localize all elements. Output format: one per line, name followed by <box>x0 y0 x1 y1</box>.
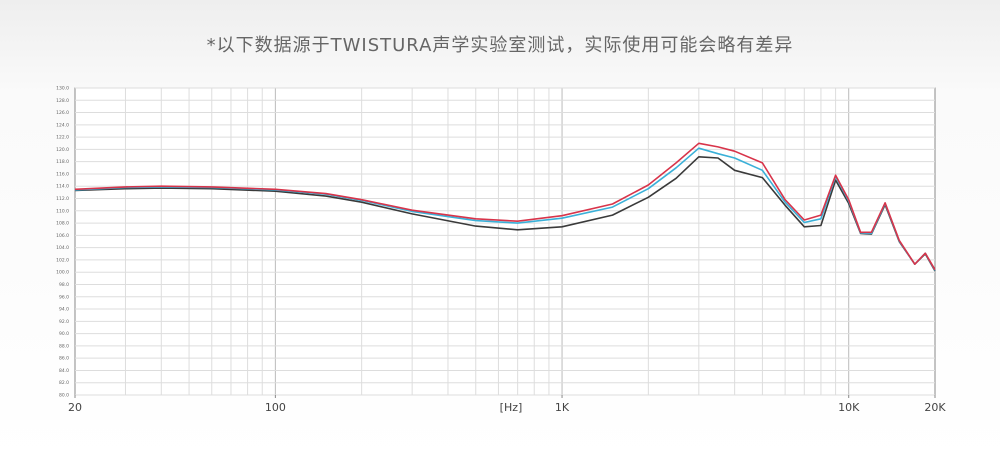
y-tick-label: 116.0 <box>56 171 69 177</box>
y-tick-label: 96.0 <box>59 294 69 300</box>
y-tick-label: 92.0 <box>59 319 69 325</box>
y-tick-label: 128.0 <box>56 98 69 104</box>
y-tick-label: 126.0 <box>56 110 69 116</box>
y-tick-label: 94.0 <box>59 307 69 313</box>
y-tick-label: 84.0 <box>59 368 69 374</box>
y-tick-label: 82.0 <box>59 380 69 386</box>
y-tick-label: 104.0 <box>56 245 69 251</box>
y-tick-label: 124.0 <box>56 122 69 128</box>
y-tick-label: 110.0 <box>56 208 69 214</box>
y-tick-label: 98.0 <box>59 282 69 288</box>
y-tick-label: 108.0 <box>56 221 69 227</box>
series-line <box>74 142 936 271</box>
x-tick-label: 20 <box>68 401 82 414</box>
x-tick-label: 100 <box>265 401 286 414</box>
y-tick-label: 90.0 <box>59 331 69 337</box>
y-tick-label: 106.0 <box>56 233 69 239</box>
y-tick-label: 122.0 <box>56 135 69 141</box>
y-tick-label: 80.0 <box>59 393 69 399</box>
y-tick-label: 120.0 <box>56 147 69 153</box>
y-tick-label: 100.0 <box>56 270 69 276</box>
y-tick-label: 86.0 <box>59 356 69 362</box>
y-tick-label: 102.0 <box>56 257 69 263</box>
x-axis-label: [Hz] <box>500 401 523 414</box>
y-tick-label: 130.0 <box>56 86 69 92</box>
x-tick-label: 20K <box>924 401 946 414</box>
chart-title: *以下数据源于TWISTURA声学实验室测试，实际使用可能会略有差异 <box>207 35 794 56</box>
y-tick-label: 118.0 <box>56 159 69 165</box>
x-tick-label: 10K <box>838 401 860 414</box>
y-tick-label: 112.0 <box>56 196 69 202</box>
x-tick-label: 1K <box>555 401 570 414</box>
y-tick-label: 114.0 <box>56 184 69 190</box>
plot-area <box>74 87 936 396</box>
y-tick-label: 88.0 <box>59 343 69 349</box>
